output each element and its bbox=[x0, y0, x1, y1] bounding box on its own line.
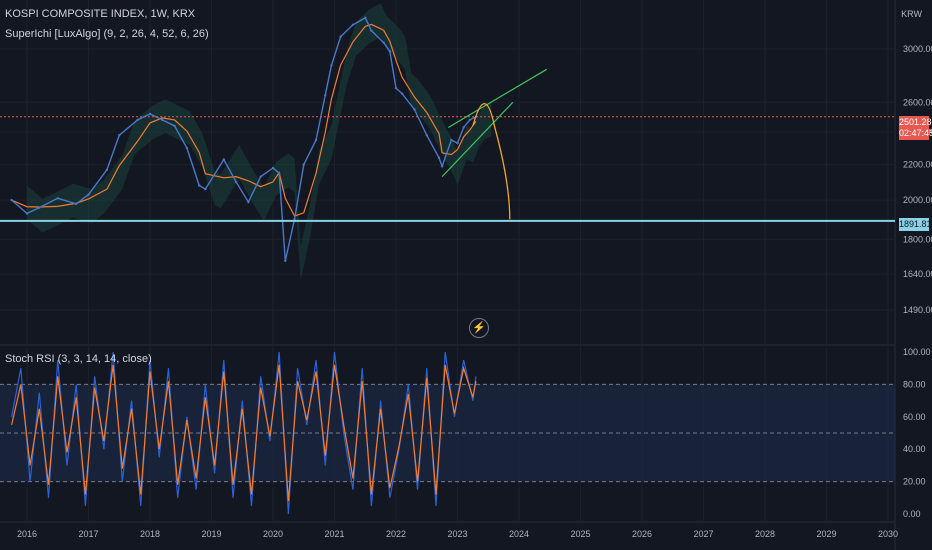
y-tick-label: 2600.00 bbox=[903, 97, 932, 107]
price-point bbox=[10, 198, 13, 202]
wedge-upper-line bbox=[447, 68, 547, 129]
y-tick-label: 3000.00 bbox=[903, 44, 932, 54]
x-tick-label: 2023 bbox=[447, 529, 467, 539]
level-price-tag: 1891.81 bbox=[899, 218, 932, 231]
x-tick-label: 2024 bbox=[509, 529, 529, 539]
lightning-icon[interactable]: ⚡ bbox=[469, 318, 489, 338]
price-point bbox=[440, 165, 444, 168]
x-tick-label: 2022 bbox=[386, 529, 406, 539]
stoch-rsi-plot bbox=[0, 351, 895, 515]
price-point bbox=[450, 138, 453, 142]
price-point bbox=[277, 171, 281, 175]
y-tick-label: 1490.00 bbox=[903, 305, 932, 315]
price-point bbox=[413, 108, 416, 111]
stoch-tick-label: 40.00 bbox=[903, 444, 926, 454]
price-line bbox=[11, 16, 477, 261]
last-price-tag: 2501.28 02:47:45 bbox=[899, 116, 932, 140]
price-point bbox=[400, 92, 404, 95]
price-point bbox=[437, 156, 441, 160]
bar-countdown: 02:47:45 bbox=[899, 128, 932, 138]
price-point bbox=[136, 118, 139, 122]
stoch-rsi-label[interactable]: Stoch RSI (3, 3, 14, 14, close) bbox=[5, 353, 152, 365]
price-point bbox=[339, 35, 342, 38]
price-point bbox=[382, 41, 385, 44]
kijun-line bbox=[11, 23, 477, 217]
chart-title[interactable]: KOSPI COMPOSITE INDEX, 1W, KRX bbox=[5, 8, 196, 20]
currency-label: KRW bbox=[901, 9, 922, 19]
price-point bbox=[388, 50, 392, 53]
x-tick-label: 2020 bbox=[263, 529, 283, 539]
cloud-area bbox=[27, 3, 492, 280]
ichimoku-cloud bbox=[27, 3, 492, 280]
wedge-lower-line bbox=[441, 101, 514, 178]
price-point bbox=[105, 168, 109, 171]
stoch-tick-label: 20.00 bbox=[903, 477, 926, 487]
price-point bbox=[284, 259, 287, 262]
x-tick-label: 2026 bbox=[632, 529, 652, 539]
price-point bbox=[370, 29, 373, 32]
x-tick-label: 2017 bbox=[78, 529, 98, 539]
price-point bbox=[247, 200, 250, 204]
y-tick-label: 2200.00 bbox=[903, 160, 932, 170]
stoch-tick-label: 60.00 bbox=[903, 412, 926, 422]
y-tick-label: 1640.00 bbox=[903, 269, 932, 279]
price-point bbox=[456, 141, 459, 145]
price-point bbox=[330, 64, 333, 67]
stoch-tick-label: 80.00 bbox=[903, 379, 926, 389]
price-point bbox=[222, 158, 225, 161]
x-tick-label: 2027 bbox=[693, 529, 713, 539]
price-point bbox=[462, 126, 465, 129]
x-tick-label: 2018 bbox=[140, 529, 160, 539]
price-point bbox=[302, 163, 305, 166]
price-point bbox=[234, 180, 238, 184]
price-point bbox=[148, 112, 152, 116]
price-point bbox=[87, 193, 90, 196]
last-price-value: 2501.28 bbox=[899, 117, 932, 127]
x-tick-label: 2029 bbox=[816, 529, 836, 539]
x-tick-label: 2016 bbox=[17, 529, 37, 539]
price-point bbox=[351, 23, 355, 27]
price-point bbox=[38, 206, 41, 209]
price-point bbox=[198, 184, 201, 187]
price-point bbox=[324, 93, 327, 97]
price-point bbox=[56, 197, 59, 200]
y-tick-label: 1800.00 bbox=[903, 234, 932, 244]
price-point bbox=[394, 86, 398, 90]
y-tick-label: 2000.00 bbox=[903, 195, 932, 205]
price-point bbox=[271, 166, 275, 170]
x-tick-label: 2019 bbox=[201, 529, 221, 539]
price-point bbox=[468, 118, 471, 122]
price-point bbox=[161, 118, 164, 122]
price-point bbox=[25, 212, 29, 215]
price-point bbox=[425, 134, 428, 137]
stoch-tick-label: 0.00 bbox=[903, 509, 921, 519]
projection-path bbox=[472, 103, 511, 220]
price-point bbox=[293, 218, 296, 221]
price-point bbox=[185, 146, 189, 150]
x-tick-label: 2025 bbox=[570, 529, 590, 539]
price-point bbox=[314, 138, 318, 142]
indicator-label[interactable]: SuperIchi [LuxAlgo] (9, 2, 26, 4, 52, 6,… bbox=[5, 28, 209, 40]
stoch-tick-label: 100.00 bbox=[903, 347, 931, 357]
x-tick-label: 2028 bbox=[755, 529, 775, 539]
stoch-d-line bbox=[11, 364, 477, 502]
price-point bbox=[118, 134, 121, 137]
axes: 2016 2017 2018 2019 2020 2021 2022 2023 2024 2025… bbox=[17, 44, 932, 539]
x-tick-label: 2021 bbox=[324, 529, 344, 539]
price-point bbox=[259, 175, 262, 178]
price-plot bbox=[10, 16, 478, 262]
price-point bbox=[75, 202, 78, 206]
price-point bbox=[364, 16, 367, 20]
x-tick-label: 2030 bbox=[878, 529, 898, 539]
drawings bbox=[0, 68, 895, 222]
price-point bbox=[204, 187, 207, 191]
price-point bbox=[173, 124, 176, 128]
